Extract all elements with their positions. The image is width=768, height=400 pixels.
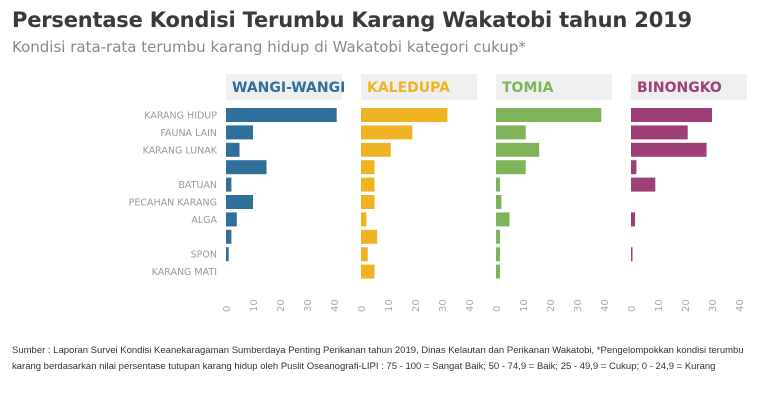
bar (496, 142, 540, 157)
bar (496, 229, 501, 244)
bar (226, 177, 232, 192)
category-label: ALGA (191, 215, 217, 226)
chart-subtitle: Kondisi rata-rata terumbu karang hidup d… (12, 38, 526, 56)
category-label: KARANG MATI (152, 267, 217, 278)
bar (496, 247, 501, 262)
x-tick-label: 30 (573, 299, 584, 312)
bar (226, 142, 240, 157)
bar (226, 229, 232, 244)
panel-header (226, 74, 342, 100)
category-label: SPON (191, 250, 217, 261)
x-tick-label: 30 (303, 299, 314, 312)
x-tick-label: 10 (654, 299, 665, 312)
faceted-bar-chart: KARANG HIDUP FAUNA LAIN KARANG LUNAK BATUAN… (129, 74, 747, 312)
bar (631, 247, 633, 262)
x-tick-label: 10 (249, 299, 260, 312)
bar (631, 125, 688, 140)
source-note: Sumber : Laporan Survei Kondisi Keanekar… (12, 345, 744, 372)
panel-header (361, 74, 477, 100)
category-label: PECAHAN KARANG (129, 198, 217, 209)
x-tick-label: 10 (519, 299, 530, 312)
bar (631, 160, 637, 175)
x-tick-label: 20 (681, 299, 692, 312)
bar (361, 212, 367, 227)
bar (226, 160, 267, 175)
bar (226, 212, 237, 227)
bar (496, 177, 501, 192)
panel-title: KALEDUPA (367, 80, 450, 96)
panel-header (496, 74, 612, 100)
chart-title: Persentase Kondisi Terumbu Karang Wakato… (12, 8, 692, 32)
x-tick-label: 40 (330, 299, 341, 312)
panel-title: WANGI-WANGI (232, 80, 345, 96)
x-tick-label: 10 (384, 299, 395, 312)
panel-header (631, 74, 747, 100)
x-tick-label: 0 (357, 306, 368, 312)
x-tick-label: 30 (438, 299, 449, 312)
bar (496, 212, 510, 227)
bar (631, 212, 636, 227)
bar (361, 160, 375, 175)
category-label: KARANG HIDUP (144, 111, 217, 122)
bar (631, 177, 656, 192)
bar (226, 108, 337, 122)
x-tick-label: 0 (627, 306, 638, 312)
bar (361, 108, 448, 122)
x-tick-label: 20 (276, 299, 287, 312)
bar (496, 195, 502, 209)
bar (361, 142, 391, 157)
category-label: FAUNA LAIN (160, 128, 217, 139)
x-tick-label: 40 (600, 299, 611, 312)
bar (631, 108, 712, 122)
bar (496, 125, 526, 140)
bar (496, 108, 602, 122)
panel-title: BINONGKO (637, 80, 722, 96)
bar (361, 229, 378, 244)
category-label: BATUAN (178, 180, 217, 191)
x-tick-label: 40 (735, 299, 746, 312)
panel-title: TOMIA (502, 80, 554, 96)
x-tick-label: 20 (411, 299, 422, 312)
bar (496, 264, 501, 279)
bar (631, 142, 707, 157)
bar (226, 195, 253, 209)
x-tick-label: 0 (492, 306, 503, 312)
x-tick-label: 0 (222, 306, 233, 312)
bar (361, 195, 375, 209)
bar (226, 247, 229, 262)
bar (361, 125, 413, 140)
x-tick-label: 40 (465, 299, 476, 312)
bar (361, 247, 368, 262)
bar (496, 160, 526, 175)
bar (361, 177, 375, 192)
bar (361, 264, 375, 279)
bar (226, 125, 253, 140)
x-tick-label: 20 (546, 299, 557, 312)
category-label: KARANG LUNAK (143, 145, 218, 156)
x-tick-label: 30 (708, 299, 719, 312)
